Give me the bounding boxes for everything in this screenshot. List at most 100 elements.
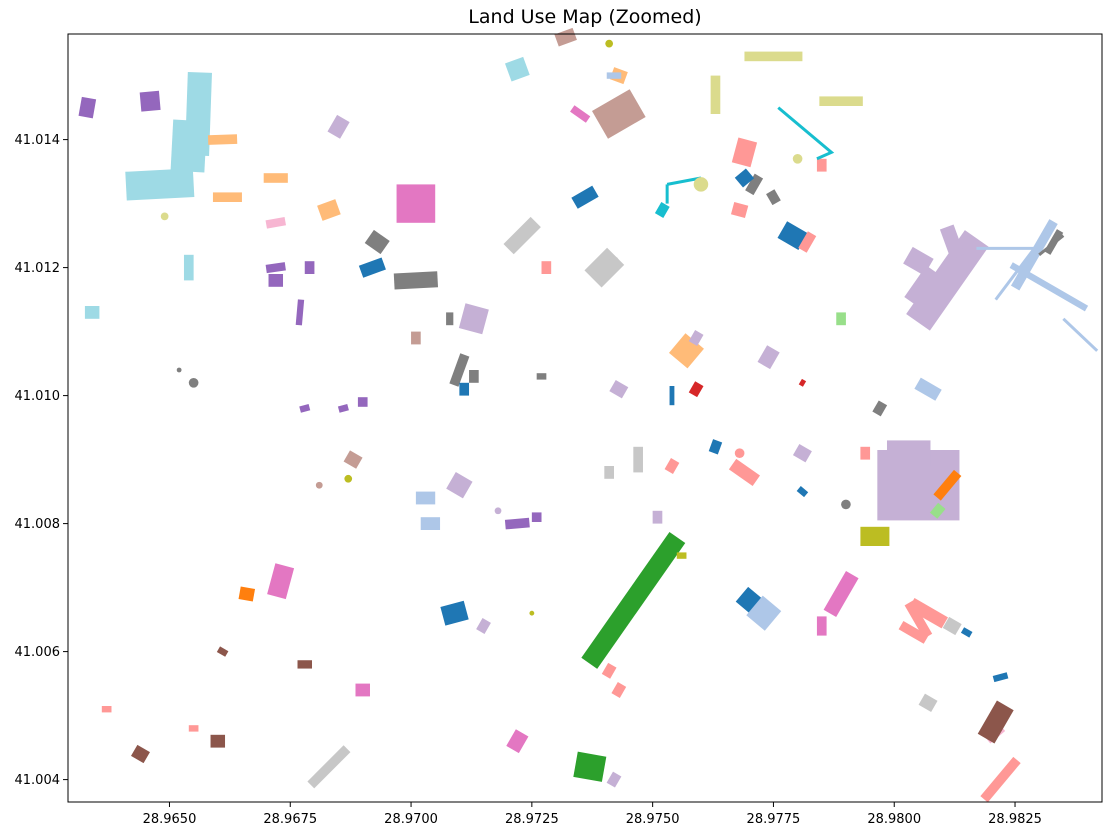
land-parcel-light-gray — [307, 745, 351, 789]
land-parcel-blue — [669, 386, 675, 406]
point-feature-light-brown — [315, 481, 323, 489]
point-feature-light-olive — [693, 177, 709, 192]
x-tick-label: 28.9675 — [263, 812, 317, 827]
land-parcel-light-red — [798, 231, 817, 253]
y-tick-label: 41.012 — [15, 261, 61, 276]
land-parcel-light-purple — [446, 472, 473, 499]
x-tick-label: 28.9775 — [747, 812, 801, 827]
land-parcel-brown — [130, 744, 150, 764]
land-parcel-light-olive — [744, 51, 803, 62]
land-parcel-light-cyan — [183, 254, 194, 281]
land-parcel-brown — [216, 646, 229, 657]
land-parcel-blue — [571, 185, 599, 209]
land-parcel-light-brown — [591, 89, 646, 139]
land-parcel-light-purple — [327, 114, 350, 139]
land-parcel-light-gray — [604, 466, 614, 479]
land-parcel-light-red — [664, 458, 680, 474]
land-parcel-green — [581, 531, 686, 669]
land-parcel-light-blue — [1009, 262, 1089, 312]
y-tick-label: 41.010 — [15, 389, 61, 404]
land-parcel-light-red — [731, 137, 758, 168]
land-parcel-light-red — [730, 201, 749, 219]
land-parcel-green — [573, 751, 607, 782]
y-tick-label: 41.008 — [15, 517, 61, 532]
land-parcel-light-purple — [904, 265, 943, 309]
x-tick-label: 28.9700 — [384, 812, 438, 827]
land-parcel-light-red — [611, 682, 627, 698]
land-parcel-gray — [766, 189, 781, 206]
land-parcel-light-purple — [652, 510, 663, 524]
point-feature-light-red — [734, 448, 745, 459]
land-parcel-pink — [823, 570, 859, 618]
land-parcel-light-green — [929, 502, 946, 519]
land-parcel-red — [688, 381, 704, 398]
x-tick-label: 28.9725 — [505, 812, 559, 827]
land-parcel-light-red — [898, 620, 929, 644]
land-parcel-red — [798, 378, 807, 387]
land-parcel-light-orange — [212, 192, 242, 202]
land-parcel-light-red — [541, 261, 552, 274]
point-feature-light-olive — [160, 212, 169, 221]
land-parcel-pink — [570, 105, 591, 123]
land-parcel-blue — [440, 600, 469, 626]
land-parcel-light-purple — [886, 440, 931, 466]
land-parcel-light-olive — [710, 75, 721, 114]
land-parcel-light-orange — [317, 199, 341, 221]
land-parcel-light-red — [101, 706, 112, 713]
line-feature-gray — [1038, 234, 1065, 256]
land-parcel-light-gray — [503, 216, 541, 255]
land-parcel-light-brown — [343, 450, 363, 469]
land-parcel-light-olive — [819, 96, 863, 106]
land-parcel-pink — [355, 683, 370, 697]
land-parcel-brown — [977, 700, 1014, 744]
land-parcel-purple — [265, 262, 286, 274]
land-parcel-light-orange — [207, 134, 238, 145]
land-parcel-light-purple — [606, 771, 622, 788]
land-parcel-light-red — [816, 158, 827, 172]
point-feature-light-purple — [494, 507, 502, 515]
land-parcel-light-purple — [476, 618, 491, 634]
land-parcel-light-blue — [1010, 219, 1058, 291]
point-features-layer — [160, 39, 851, 616]
land-parcels-layer — [78, 27, 1089, 803]
land-parcel-light-cyan — [84, 306, 100, 319]
point-feature-gray — [188, 377, 199, 388]
land-parcel-purple — [299, 404, 311, 413]
land-parcel-light-pink — [265, 217, 287, 229]
point-feature-gray — [176, 367, 182, 373]
land-parcel-purple — [304, 261, 315, 274]
land-parcel-light-brown — [411, 331, 421, 345]
land-parcel-light-red — [601, 662, 617, 679]
land-parcel-light-red — [860, 446, 871, 460]
x-tick-label: 28.9650 — [143, 812, 197, 827]
land-parcel-purple — [268, 274, 284, 287]
y-axis: 41.004 41.006 41.008 41.010 41.012 41.014 — [15, 133, 68, 788]
land-parcel-cyan — [654, 202, 670, 218]
land-parcel-light-red — [188, 725, 199, 732]
y-tick-label: 41.014 — [15, 133, 61, 148]
chart-title: Land Use Map (Zoomed) — [468, 6, 702, 28]
point-feature-olive — [605, 39, 614, 48]
land-parcel-pink — [506, 729, 529, 754]
land-parcel-light-gray — [633, 446, 643, 473]
land-parcel-light-red — [980, 756, 1021, 803]
land-parcel-light-gray — [918, 693, 938, 712]
land-parcel-light-gray — [942, 616, 962, 636]
land-parcel-purple — [357, 397, 368, 407]
land-parcel-purple — [504, 517, 530, 530]
land-parcel-light-purple — [609, 380, 629, 399]
land-parcel-light-cyan — [504, 56, 530, 82]
land-parcel-light-blue — [914, 377, 942, 401]
land-parcel-gray — [872, 400, 888, 417]
land-parcel-brown — [210, 734, 226, 748]
land-parcel-light-cyan — [184, 72, 212, 156]
land-parcel-light-red — [728, 458, 760, 486]
land-parcel-gray — [745, 173, 764, 196]
point-feature-light-gray — [609, 256, 619, 267]
line-feature-light-blue — [976, 246, 1038, 301]
point-feature-olive — [344, 474, 353, 483]
land-parcel-gray — [536, 373, 547, 380]
land-parcel-orange — [933, 469, 962, 501]
land-parcel-gray — [449, 353, 470, 387]
land-parcel-blue — [734, 168, 755, 188]
